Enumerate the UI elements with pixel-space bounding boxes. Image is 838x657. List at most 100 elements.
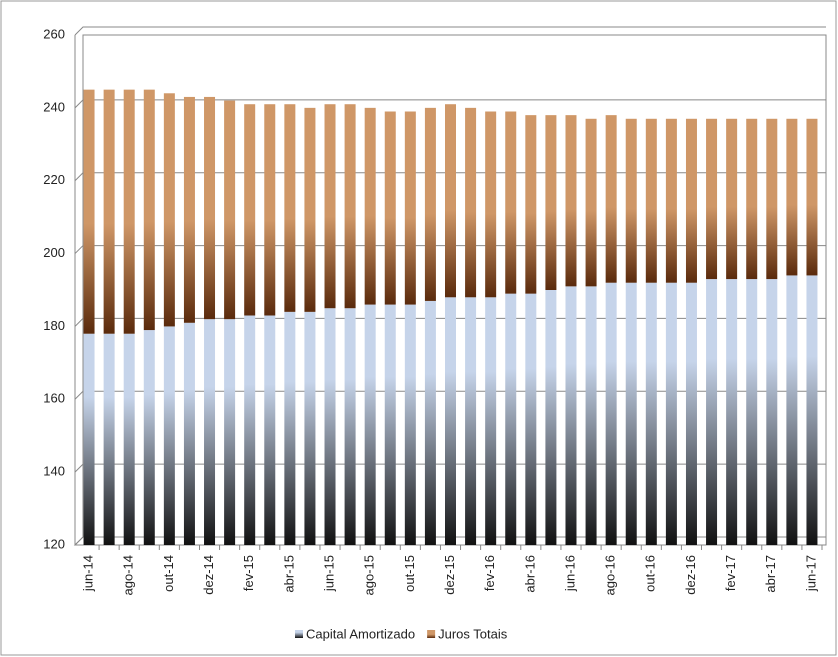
bar-segment [384, 111, 396, 305]
grid-line [74, 26, 826, 36]
bar-segment [384, 304, 396, 545]
bar-segment [465, 297, 477, 545]
bar-segment [424, 107, 436, 301]
bar-segment [746, 279, 758, 545]
bar-segment [123, 333, 135, 545]
bar-segment [324, 104, 336, 309]
bar-segment [685, 118, 697, 283]
grid-line [74, 172, 826, 182]
bar-segment [565, 115, 577, 287]
bar-segment [264, 104, 276, 316]
x-tick-label: jun-17 [803, 555, 818, 592]
x-tick-label: fev-16 [482, 555, 497, 591]
x-tick-label: ago-14 [121, 555, 136, 595]
bar-segment [445, 297, 456, 545]
bar-segment [565, 286, 577, 545]
bar-segment [123, 89, 135, 334]
bar-segment [83, 333, 95, 545]
bar-segment [103, 89, 115, 334]
bar-segment [163, 93, 175, 327]
bar-segment [304, 311, 316, 545]
bar-segment [645, 282, 657, 545]
y-tick-label: 180 [43, 318, 65, 333]
bar-segment [625, 118, 637, 283]
x-tick-label: out-14 [161, 555, 176, 592]
bar-segment [244, 104, 256, 316]
x-tick-label: dez-15 [442, 555, 457, 595]
x-tick-label: ago-16 [603, 555, 618, 595]
bar-segment [786, 118, 798, 276]
x-tick-label: fev-15 [241, 555, 256, 591]
y-tick-label: 260 [43, 26, 65, 41]
bar-segment [304, 107, 316, 312]
bar-segment [364, 107, 376, 305]
bar-segment [665, 282, 677, 545]
y-tick-label: 240 [43, 99, 65, 114]
bar-segment [404, 304, 416, 545]
legend-swatch [427, 630, 436, 638]
bar-segment [344, 308, 356, 545]
bar-segment [364, 304, 376, 545]
bar-segment [665, 118, 677, 283]
bar-segment [806, 275, 818, 545]
bar-segment [344, 104, 356, 309]
bar-segment [284, 104, 296, 312]
bar-segment [103, 333, 115, 545]
grid-line [74, 390, 826, 400]
bar-segment [204, 96, 216, 320]
bar-segment [605, 115, 617, 283]
bar-segment [244, 315, 256, 545]
bar-segment [324, 308, 336, 545]
bar-segment [485, 111, 497, 298]
bar-segment [485, 297, 497, 545]
bar-segment [163, 326, 175, 545]
bar-segment [505, 111, 517, 294]
bar-segment [224, 319, 236, 545]
grid-line [74, 317, 826, 327]
x-tick-label: abr-16 [522, 555, 537, 593]
bar-segment [525, 115, 537, 294]
x-tick-label: fev-17 [723, 555, 738, 591]
legend-label: Capital Amortizado [306, 626, 415, 641]
bar-segment [706, 279, 718, 545]
bar-segment [143, 330, 155, 545]
bar-segment [766, 118, 778, 280]
bar-segment [83, 89, 95, 334]
x-tick-label: dez-16 [683, 555, 698, 595]
bar-segment [645, 118, 657, 283]
x-tick-label: jun-15 [321, 555, 336, 592]
bar-segment [706, 118, 718, 280]
bar-segment [143, 89, 155, 331]
bar-segment [806, 118, 818, 276]
y-tick-label: 140 [43, 464, 65, 479]
y-tick-label: 160 [43, 391, 65, 406]
bar-segment [183, 96, 195, 323]
bar-segment [465, 107, 477, 298]
grid-line [74, 99, 826, 109]
bar-segment [685, 282, 697, 545]
bar-segment [224, 100, 236, 320]
bar-segment [585, 118, 597, 287]
bar-segment [766, 279, 778, 545]
bar-segment [585, 286, 597, 545]
x-tick-label: abr-15 [281, 555, 296, 593]
x-tick-label: out-16 [643, 555, 658, 592]
x-tick-label: jun-16 [562, 555, 577, 592]
bar-segment [204, 319, 216, 545]
bar-segment [264, 315, 276, 545]
bar-segment [625, 282, 637, 545]
x-tick-label: out-15 [402, 555, 417, 592]
bar-segment [424, 300, 436, 545]
bar-segment [284, 311, 296, 545]
y-tick-label: 200 [43, 245, 65, 260]
legend-label: Juros Totais [438, 626, 508, 641]
bar-segment [605, 282, 617, 545]
bar-segment [726, 118, 738, 280]
x-tick-label: jun-14 [80, 555, 95, 592]
grid-line [74, 536, 826, 546]
x-tick-label: ago-15 [362, 555, 377, 595]
bar-segment [183, 322, 195, 545]
y-tick-label: 220 [43, 172, 65, 187]
bar-segment [505, 293, 517, 545]
